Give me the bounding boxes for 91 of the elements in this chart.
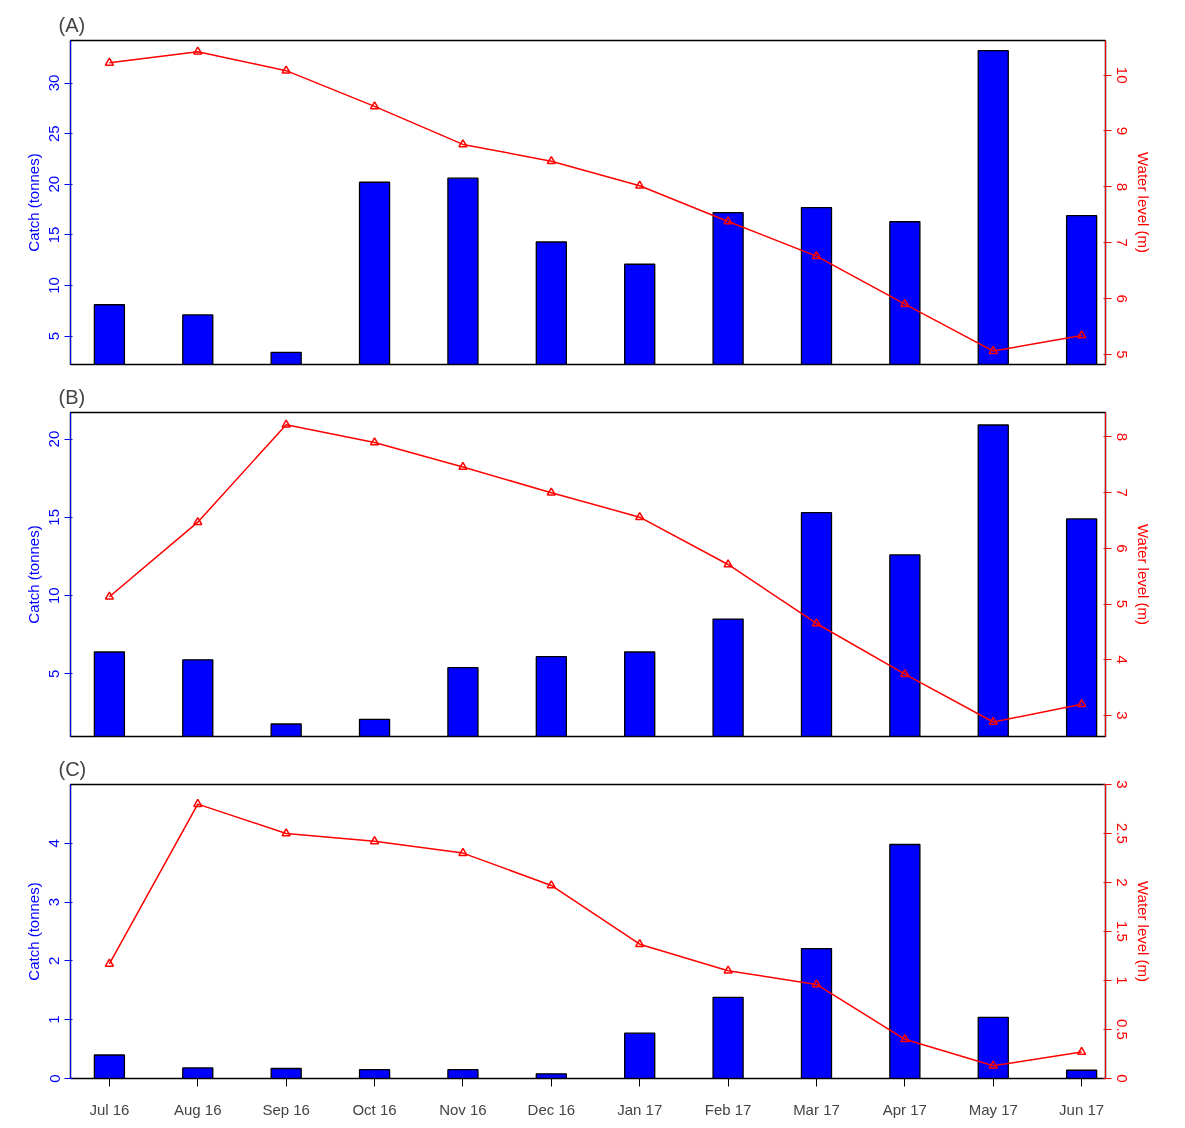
y-tick-label: 20 bbox=[45, 430, 63, 448]
point bbox=[634, 180, 645, 189]
y2-tick-label: 3 bbox=[1113, 711, 1131, 720]
y-tick-label: 4 bbox=[45, 839, 63, 848]
point bbox=[281, 828, 291, 837]
point bbox=[1076, 330, 1087, 339]
y2-axis-title: Water level (m) bbox=[1134, 151, 1152, 254]
y-tick-label: 10 bbox=[45, 587, 63, 604]
y2-tick-label: 9 bbox=[1113, 126, 1131, 136]
point bbox=[634, 938, 645, 948]
point bbox=[458, 847, 468, 857]
point bbox=[723, 559, 733, 568]
x-tick-label: Oct 16 bbox=[352, 1100, 397, 1118]
point bbox=[723, 965, 733, 974]
y-tick-label: 30 bbox=[45, 74, 63, 92]
point bbox=[811, 250, 822, 260]
point bbox=[369, 437, 380, 446]
point bbox=[458, 139, 468, 148]
point bbox=[369, 101, 380, 110]
x-tick-label: Jun 17 bbox=[1059, 1100, 1105, 1118]
point bbox=[634, 511, 645, 521]
point bbox=[900, 298, 910, 308]
point bbox=[369, 835, 380, 845]
y2-tick-label: 6 bbox=[1113, 544, 1131, 553]
point bbox=[988, 716, 998, 726]
y-tick-label: 15 bbox=[45, 226, 63, 244]
y2-tick-label: 8 bbox=[1113, 182, 1131, 192]
y-tick-label: 20 bbox=[45, 175, 63, 193]
point bbox=[546, 880, 557, 889]
point bbox=[811, 618, 822, 627]
x-tick-label: Mar 17 bbox=[793, 1100, 840, 1118]
y2-tick-label: 0 bbox=[1113, 1074, 1131, 1083]
x-tick-label: Apr 17 bbox=[882, 1100, 927, 1118]
y-tick-label: 25 bbox=[45, 125, 63, 142]
y2-axis-title: Water level (m) bbox=[1134, 523, 1152, 626]
y2-tick-label: 8 bbox=[1113, 432, 1131, 442]
chart-title: (B) bbox=[58, 385, 86, 408]
point bbox=[900, 1033, 910, 1043]
point bbox=[281, 419, 291, 428]
point bbox=[193, 46, 203, 55]
point bbox=[458, 461, 468, 471]
point bbox=[281, 65, 291, 74]
y2-axis-title: Water level (m) bbox=[1134, 880, 1152, 983]
point bbox=[988, 1060, 998, 1069]
y-tick-label: 15 bbox=[45, 509, 63, 526]
y-tick-label: 0 bbox=[45, 1074, 63, 1083]
point bbox=[104, 57, 115, 66]
y-tick-label: 1 bbox=[45, 1015, 63, 1024]
y-tick-label: 5 bbox=[45, 331, 63, 341]
y-axis-title: Catch (tonnes) bbox=[24, 882, 42, 981]
y-tick-label: 2 bbox=[45, 956, 63, 966]
x-tick-label: Jul 16 bbox=[89, 1100, 130, 1118]
point bbox=[1076, 698, 1087, 708]
x-tick-label: Feb 17 bbox=[704, 1100, 752, 1118]
point bbox=[900, 668, 910, 678]
y-axis-title: Catch (tonnes) bbox=[24, 525, 42, 624]
point bbox=[723, 216, 733, 225]
y2-tick-label: 10 bbox=[1113, 66, 1131, 84]
chart-title: (A) bbox=[58, 13, 86, 36]
point bbox=[811, 979, 822, 988]
x-tick-label: Nov 16 bbox=[439, 1100, 487, 1118]
y2-tick-label: 0.5 bbox=[1113, 1019, 1131, 1040]
point bbox=[193, 516, 203, 526]
y2-tick-label: 1.5 bbox=[1113, 921, 1131, 942]
point bbox=[193, 798, 203, 808]
x-tick-label: Aug 16 bbox=[174, 1100, 222, 1118]
point bbox=[104, 958, 115, 967]
x-tick-label: Jan 17 bbox=[617, 1100, 663, 1118]
point bbox=[988, 345, 998, 355]
y2-tick-label: 7 bbox=[1113, 238, 1131, 247]
y2-tick-label: 6 bbox=[1113, 294, 1131, 303]
y-tick-label: 3 bbox=[45, 897, 63, 907]
y2-tick-label: 4 bbox=[1113, 655, 1131, 664]
y2-tick-label: 2.5 bbox=[1113, 823, 1131, 844]
x-tick-label: Sep 16 bbox=[262, 1100, 310, 1118]
y-tick-label: 5 bbox=[45, 669, 63, 679]
point bbox=[104, 591, 115, 600]
y2-tick-label: 1 bbox=[1113, 976, 1131, 985]
y2-tick-label: 3 bbox=[1113, 780, 1131, 789]
y2-tick-label: 5 bbox=[1113, 599, 1131, 609]
x-tick-label: Dec 16 bbox=[527, 1100, 576, 1118]
y-axis-title: Catch (tonnes) bbox=[24, 153, 42, 252]
y2-tick-label: 7 bbox=[1113, 488, 1131, 497]
y2-tick-label: 2 bbox=[1113, 878, 1131, 887]
point bbox=[546, 155, 557, 165]
chart-title: (C) bbox=[58, 757, 87, 780]
y2-tick-label: 5 bbox=[1113, 350, 1131, 359]
y-tick-label: 10 bbox=[45, 277, 63, 294]
point bbox=[1076, 1046, 1087, 1056]
point bbox=[546, 487, 557, 496]
x-tick-label: May 17 bbox=[968, 1100, 1018, 1118]
